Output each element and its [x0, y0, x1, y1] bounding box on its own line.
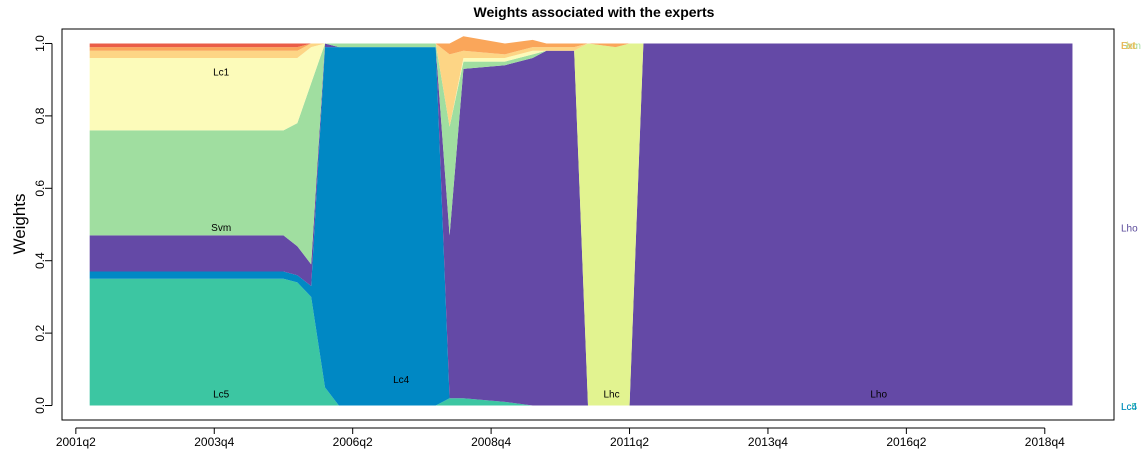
y-axis-label: Weights [10, 193, 29, 254]
area-series-7 [89, 36, 1073, 55]
x-tick-label-5: 2013q4 [748, 435, 788, 449]
area-series-1 [89, 47, 1073, 406]
area-series-2 [89, 43, 1073, 406]
y-axis: 0.0 0.2 0.4 0.6 0.8 1.0 [33, 35, 53, 414]
right-label-4: Lc1 [1121, 41, 1138, 52]
right-label-3: Svm [1121, 41, 1141, 52]
y-tick-label-5: 1.0 [33, 35, 47, 52]
areas-layer [89, 36, 1073, 406]
area-labels-layer: Lc1 Svm Lc5 Lc4 Lhc Lho [211, 67, 887, 400]
area-label-1: Svm [211, 223, 231, 234]
area-label-4: Lhc [603, 390, 619, 401]
area-series-4 [89, 43, 1073, 265]
y-tick-label-3: 0.6 [33, 180, 47, 197]
right-label-2: Lc4 [1121, 402, 1138, 413]
x-tick-label-0: 2001q2 [56, 435, 96, 449]
right-label-6: Ext [1121, 41, 1136, 52]
area-series-3 [89, 43, 1073, 406]
x-tick-label-3: 2008q4 [471, 435, 511, 449]
y-tick-label-4: 0.8 [33, 107, 47, 124]
right-label-5: Lhc [1121, 41, 1137, 52]
area-label-0: Lc1 [213, 67, 230, 78]
x-axis: 2001q2 2003q4 2006q2 2008q4 2011q2 2013q4 2016… [56, 427, 1065, 449]
y-tick-label-0: 0.0 [33, 397, 47, 414]
chart-title: Weights associated with the experts [474, 4, 715, 20]
area-label-3: Lc4 [393, 375, 410, 386]
area-label-2: Lc5 [213, 390, 230, 401]
right-label-0: Lho [1121, 224, 1138, 235]
y-tick-label-2: 0.4 [33, 252, 47, 269]
x-tick-label-7: 2018q4 [1025, 435, 1065, 449]
plot-frame [61, 28, 1115, 421]
area-series-5 [89, 43, 1073, 131]
area-series-8 [89, 36, 1073, 48]
area-series-0 [89, 278, 1073, 406]
area-series-6 [89, 43, 1073, 127]
x-tick-label-1: 2003q4 [194, 435, 234, 449]
right-label-1: Lc5 [1121, 402, 1138, 413]
x-tick-label-4: 2011q2 [610, 435, 649, 449]
y-tick-label-1: 0.2 [33, 324, 47, 341]
x-tick-label-2: 2006q2 [333, 435, 373, 449]
area-label-5: Lho [870, 390, 887, 401]
x-tick-label-6: 2016q2 [886, 435, 926, 449]
